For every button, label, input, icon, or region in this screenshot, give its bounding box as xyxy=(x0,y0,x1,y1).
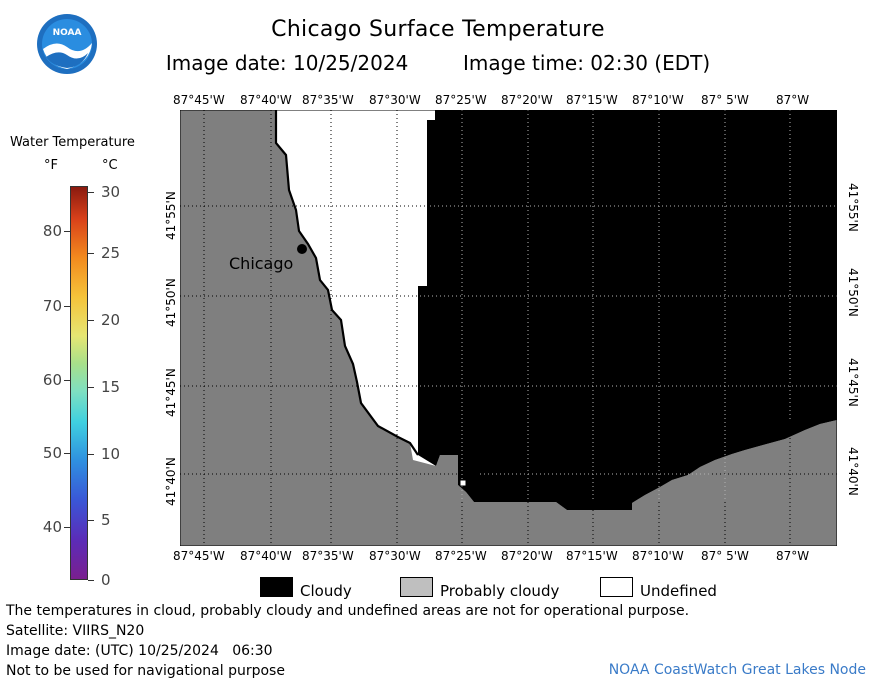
temperature-map: Chicago xyxy=(180,110,837,546)
scale-unit-c: °C xyxy=(102,158,118,173)
scale-tick-f: 60 xyxy=(42,371,62,389)
legend-label-probably-cloudy: Probably cloudy xyxy=(440,582,560,600)
lon-label: 87°25'W xyxy=(435,549,487,563)
logo-text: NOAA xyxy=(53,28,82,38)
disclaimer-note: The temperatures in cloud, probably clou… xyxy=(6,603,690,619)
scale-unit-f: °F xyxy=(44,158,58,173)
lon-label: 87°20'W xyxy=(501,549,553,563)
lon-label: 87°10'W xyxy=(632,549,684,563)
scale-title: Water Temperature xyxy=(10,135,135,150)
lon-label: 87°45'W xyxy=(173,93,225,107)
chicago-marker xyxy=(297,244,307,254)
scale-tick-c: 25 xyxy=(101,244,121,262)
scale-tick-c: 20 xyxy=(101,311,121,329)
lon-label: 87° 5'W xyxy=(701,549,749,563)
legend-swatch-undefined xyxy=(600,577,633,597)
lon-label: 87°30'W xyxy=(369,93,421,107)
scale-tick-f: 70 xyxy=(42,297,62,315)
image-time: Image time: 02:30 (EDT) xyxy=(463,51,711,75)
scale-tick-c: 30 xyxy=(101,183,121,201)
lon-label: 87°30'W xyxy=(369,549,421,563)
lon-label: 87°35'W xyxy=(302,93,354,107)
legend-swatch-probably-cloudy xyxy=(400,577,433,597)
satellite-info: Satellite: VIIRS_N20 xyxy=(6,623,145,639)
image-date: Image date: 10/25/2024 xyxy=(165,51,409,75)
scale-tick-f: 80 xyxy=(42,222,62,240)
scale-tick-f: 50 xyxy=(42,444,62,462)
lat-label: 41°50'N xyxy=(846,268,860,317)
page-title: Chicago Surface Temperature xyxy=(271,17,605,42)
lon-label: 87°15'W xyxy=(566,549,618,563)
lon-label: 87°10'W xyxy=(632,93,684,107)
lon-label: 87°40'W xyxy=(240,549,292,563)
lat-label: 41°45'N xyxy=(846,358,860,407)
credit-text: NOAA CoastWatch Great Lakes Node xyxy=(608,662,866,678)
lon-label: 87°20'W xyxy=(501,93,553,107)
lon-label: 87°15'W xyxy=(566,93,618,107)
city-label: Chicago xyxy=(229,254,293,273)
legend-label-undefined: Undefined xyxy=(640,582,717,600)
legend-label-cloudy: Cloudy xyxy=(300,582,352,600)
lon-label: 87°W xyxy=(776,549,810,563)
lat-label: 41°55'N xyxy=(164,191,178,240)
scale-tick-c: 5 xyxy=(101,511,111,529)
scale-tick-c: 0 xyxy=(101,571,111,589)
lon-label: 87°35'W xyxy=(302,549,354,563)
scale-tick-f: 40 xyxy=(42,518,62,536)
land-area xyxy=(180,110,837,546)
lat-label: 41°40'N xyxy=(846,447,860,496)
lat-label: 41°40'N xyxy=(164,457,178,506)
lon-label: 87°W xyxy=(776,93,810,107)
lon-label: 87° 5'W xyxy=(701,93,749,107)
lon-label: 87°25'W xyxy=(435,93,487,107)
utc-date: Image date: (UTC) 10/25/2024 06:30 xyxy=(6,643,273,659)
temperature-color-scale xyxy=(70,186,88,580)
scale-tick-c: 10 xyxy=(101,445,121,463)
noaa-logo: NOAA xyxy=(37,14,97,74)
lat-label: 41°45'N xyxy=(164,368,178,417)
navigation-warning: Not to be used for navigational purpose xyxy=(6,663,285,679)
lat-label: 41°55'N xyxy=(846,183,860,232)
legend-swatch-cloudy xyxy=(260,577,293,597)
lat-label: 41°50'N xyxy=(164,278,178,327)
lon-label: 87°45'W xyxy=(173,549,225,563)
image-datetime: Image date: 10/25/2024 Image time: 02:30… xyxy=(0,51,876,75)
scale-tick-c: 15 xyxy=(101,378,121,396)
cloud-area xyxy=(418,110,837,510)
lon-label: 87°40'W xyxy=(240,93,292,107)
